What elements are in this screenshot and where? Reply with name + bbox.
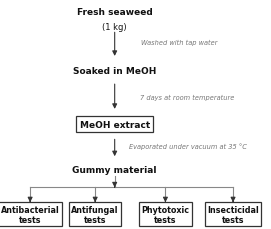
Text: MeOH extract: MeOH extract (80, 120, 150, 129)
Text: Antibacterial
tests: Antibacterial tests (1, 205, 60, 224)
Text: Washed with tap water: Washed with tap water (141, 40, 218, 46)
Text: Soaked in MeOH: Soaked in MeOH (73, 66, 156, 75)
Text: Antifungal
tests: Antifungal tests (72, 205, 119, 224)
Text: 7 days at room temperature: 7 days at room temperature (140, 95, 235, 101)
Text: (1 kg): (1 kg) (102, 22, 127, 31)
Text: Insecticidal
tests: Insecticidal tests (207, 205, 259, 224)
Text: Evaporated under vacuum at 35 °C: Evaporated under vacuum at 35 °C (129, 143, 246, 149)
Text: Fresh seaweed: Fresh seaweed (77, 8, 153, 17)
Text: Phytotoxic
tests: Phytotoxic tests (141, 205, 189, 224)
Text: Gummy material: Gummy material (72, 165, 157, 174)
